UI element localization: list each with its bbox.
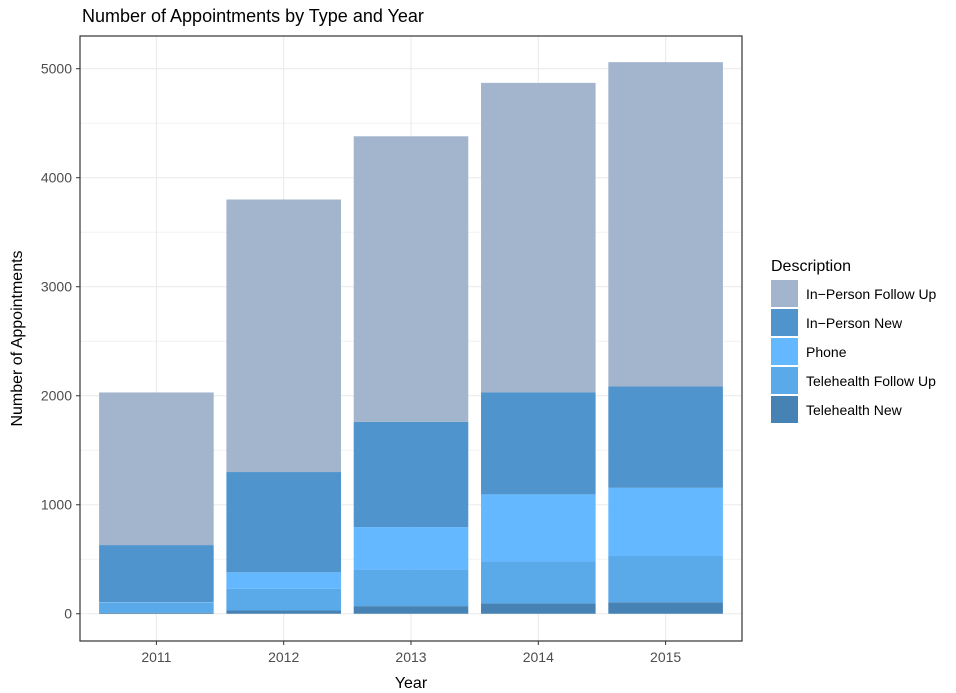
bar-segment xyxy=(99,612,214,614)
bar-segment xyxy=(608,386,723,488)
bar-segment xyxy=(226,610,341,614)
bar-segment xyxy=(99,602,214,613)
x-tick-label: 2014 xyxy=(523,649,554,665)
bar-segment xyxy=(608,487,723,556)
chart-title: Number of Appointments by Type and Year xyxy=(82,6,424,26)
legend-swatch xyxy=(771,396,798,423)
bar-segment xyxy=(481,561,596,604)
legend-swatch xyxy=(771,280,798,307)
bar-segment xyxy=(353,421,469,528)
y-tick-label: 0 xyxy=(64,606,72,622)
bar-segment xyxy=(608,555,723,603)
bar-segment xyxy=(481,392,596,495)
bar-segment xyxy=(353,527,469,570)
bar-segment xyxy=(226,472,341,573)
y-tick-label: 5000 xyxy=(41,61,72,77)
bar-segment xyxy=(353,606,469,614)
y-tick-label: 4000 xyxy=(41,170,72,186)
bar-segment xyxy=(481,603,596,614)
legend-label: In−Person Follow Up xyxy=(806,286,937,302)
x-tick-label: 2011 xyxy=(141,649,171,665)
y-axis-ticks: 0 1000 2000 3000 4000 5000 xyxy=(41,61,80,622)
y-tick-label: 1000 xyxy=(41,497,72,513)
bar-segment xyxy=(608,62,723,387)
legend-swatch xyxy=(771,367,798,394)
bar-segment xyxy=(99,392,214,546)
bar-segment xyxy=(481,82,596,393)
x-axis-ticks: 2011 2012 2013 2014 2015 xyxy=(141,641,681,665)
legend-label: Phone xyxy=(806,344,847,360)
y-tick-label: 2000 xyxy=(41,388,72,404)
bars xyxy=(99,62,723,614)
x-tick-label: 2015 xyxy=(650,649,681,665)
bar-segment xyxy=(226,199,341,473)
legend-label: In−Person New xyxy=(806,315,903,331)
x-axis-title: Year xyxy=(395,675,428,692)
legend-swatch xyxy=(771,338,798,365)
bar-segment xyxy=(353,136,469,422)
legend-title: Description xyxy=(771,258,851,275)
bar-segment xyxy=(353,569,469,607)
y-tick-label: 3000 xyxy=(41,279,72,295)
bar-segment xyxy=(99,545,214,603)
bar-segment xyxy=(226,572,341,589)
bar-segment xyxy=(99,602,214,603)
y-axis-title: Number of Appointments xyxy=(9,250,26,426)
x-tick-label: 2013 xyxy=(395,649,426,665)
bar-segment xyxy=(226,588,341,611)
legend: Description In−Person Follow Up In−Person… xyxy=(771,258,937,423)
x-tick-label: 2012 xyxy=(268,649,299,665)
bar-segment xyxy=(608,602,723,614)
legend-label: Telehealth Follow Up xyxy=(806,373,936,389)
legend-swatch xyxy=(771,309,798,336)
bar-segment xyxy=(481,494,596,562)
legend-label: Telehealth New xyxy=(806,402,903,418)
